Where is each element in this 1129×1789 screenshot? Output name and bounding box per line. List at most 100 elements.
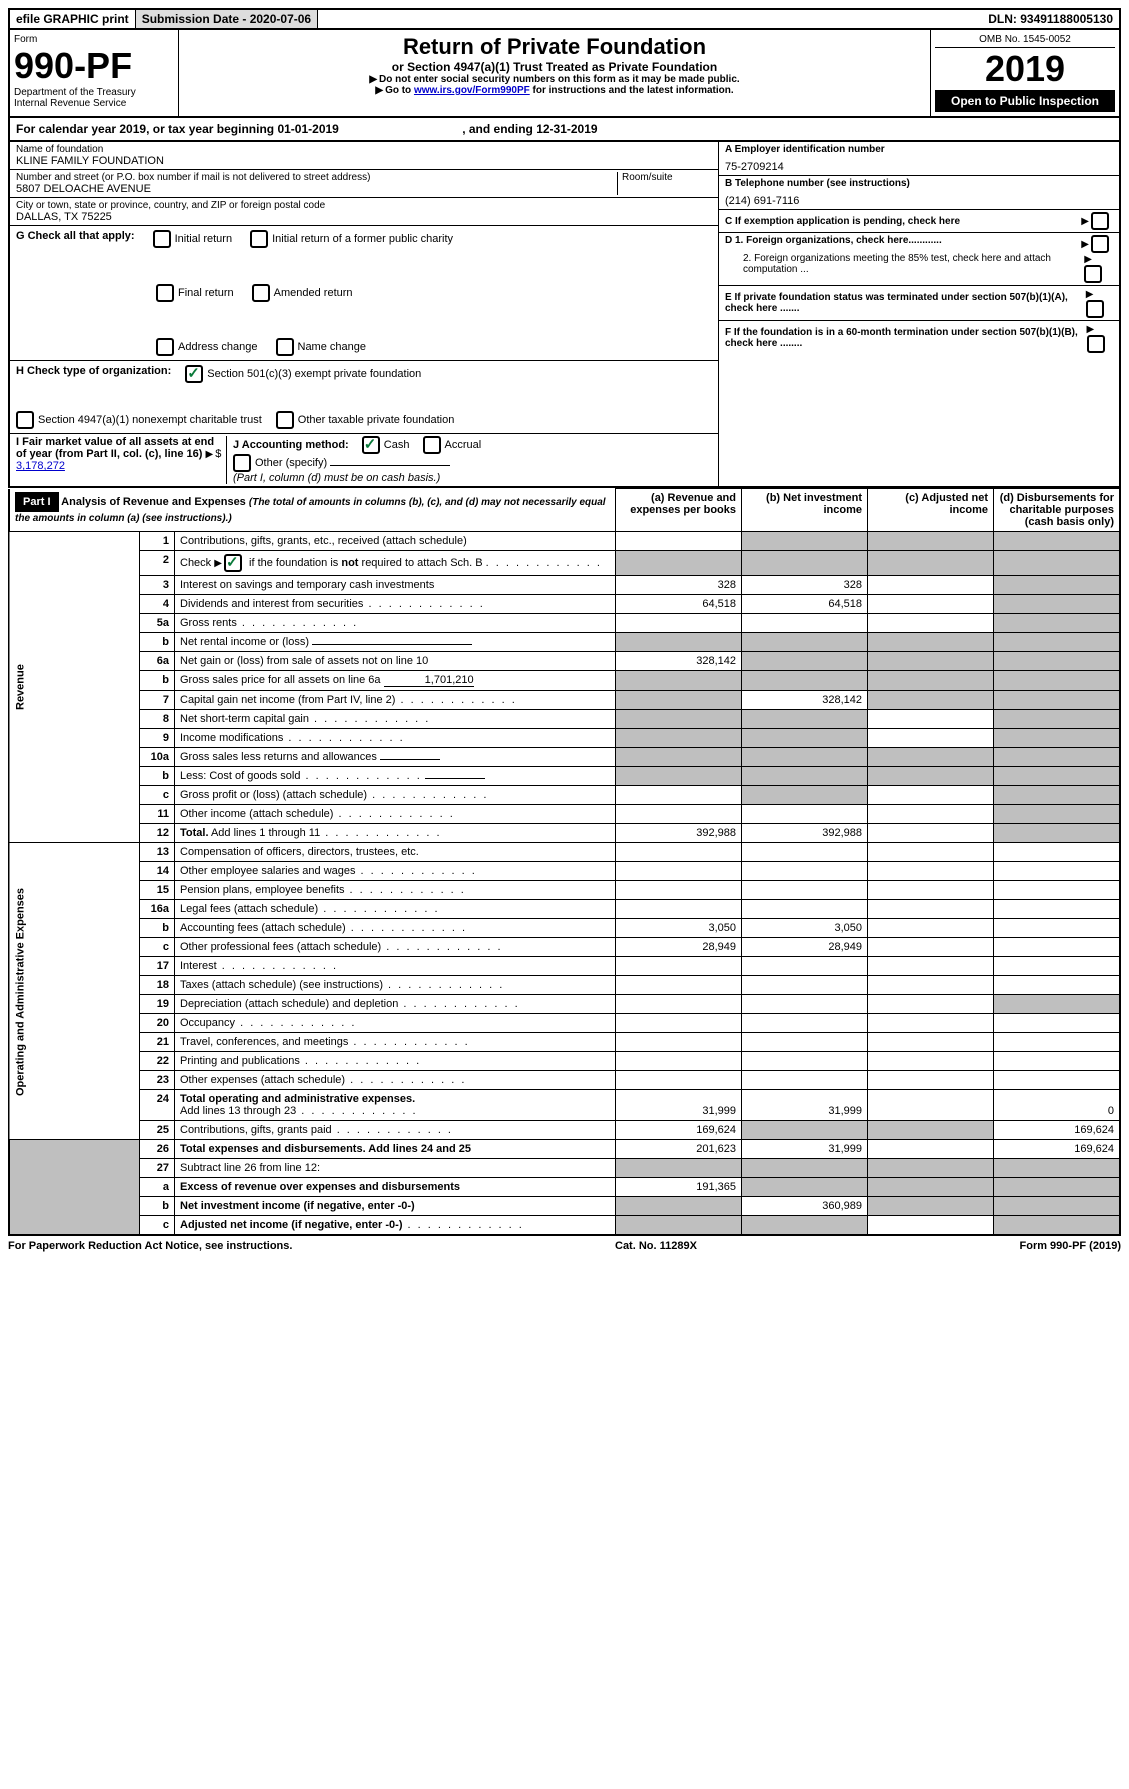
r6b-val: 1,701,210 — [384, 674, 474, 687]
r3-a: 328 — [616, 576, 742, 595]
page-footer: For Paperwork Reduction Act Notice, see … — [8, 1236, 1121, 1252]
name-change-checkbox[interactable] — [276, 338, 294, 356]
r26-b: 31,999 — [742, 1140, 868, 1159]
footer-mid: Cat. No. 11289X — [615, 1240, 697, 1252]
r14: Other employee salaries and wages — [180, 865, 355, 877]
c-checkbox[interactable] — [1091, 212, 1109, 230]
r27c: Adjusted net income (if negative, enter … — [180, 1219, 402, 1231]
cal-end: 12-31-2019 — [536, 122, 597, 136]
r25-d: 169,624 — [994, 1121, 1121, 1140]
r25-a: 169,624 — [616, 1121, 742, 1140]
initial-return-checkbox[interactable] — [153, 230, 171, 248]
foundation-name: KLINE FAMILY FOUNDATION — [16, 155, 712, 167]
r19: Depreciation (attach schedule) and deple… — [180, 998, 398, 1010]
footer-left: For Paperwork Reduction Act Notice, see … — [8, 1240, 292, 1252]
arrow-icon — [369, 74, 379, 85]
cal-begin: 01-01-2019 — [277, 122, 338, 136]
other-taxable: Other taxable private foundation — [298, 414, 455, 426]
footer-right: Form 990-PF (2019) — [1020, 1240, 1121, 1252]
city: DALLAS, TX 75225 — [16, 211, 712, 223]
r24: Total operating and administrative expen… — [180, 1093, 610, 1105]
r3-b: 328 — [742, 576, 868, 595]
r10b: Less: Cost of goods sold — [180, 770, 300, 782]
form-header: Form 990-PF Department of the Treasury I… — [8, 30, 1121, 118]
r10c: Gross profit or (loss) (attach schedule) — [180, 789, 367, 801]
r13: Compensation of officers, directors, tru… — [175, 843, 616, 862]
h-label: H Check type of organization: — [16, 365, 171, 377]
fmv-value[interactable]: 3,178,272 — [16, 460, 65, 472]
r6b: Gross sales price for all assets on line… — [180, 674, 381, 686]
r9: Income modifications — [180, 732, 283, 744]
other-taxable-checkbox[interactable] — [276, 411, 294, 429]
arrow-icon — [1081, 238, 1091, 250]
r12-a: 392,988 — [616, 824, 742, 843]
r4-b: 64,518 — [742, 595, 868, 614]
r16b-a: 3,050 — [616, 919, 742, 938]
irs-link[interactable]: www.irs.gov/Form990PF — [414, 85, 530, 96]
r26-a: 201,623 — [616, 1140, 742, 1159]
col-c: (c) Adjusted net income — [868, 489, 994, 532]
r6a-a: 328,142 — [616, 652, 742, 671]
identity-block: Name of foundation KLINE FAMILY FOUNDATI… — [8, 142, 1121, 488]
omb: OMB No. 1545-0052 — [935, 34, 1115, 48]
final-return: Final return — [178, 287, 234, 299]
r7: Capital gain net income (from Part IV, l… — [180, 694, 395, 706]
r16b-b: 3,050 — [742, 919, 868, 938]
initial-former-checkbox[interactable] — [250, 230, 268, 248]
g-label: G Check all that apply: — [16, 230, 135, 242]
r12-b: 392,988 — [742, 824, 868, 843]
col-d: (d) Disbursements for charitable purpose… — [994, 489, 1121, 532]
r4-a: 64,518 — [616, 595, 742, 614]
note2-suffix: for instructions and the latest informat… — [530, 85, 734, 96]
schb-checkbox[interactable] — [224, 554, 242, 572]
amended-checkbox[interactable] — [252, 284, 270, 302]
r24b: Add lines 13 through 23 — [180, 1105, 296, 1117]
arrow-icon — [1081, 215, 1091, 227]
dept-treasury: Department of the Treasury — [14, 87, 174, 98]
other-method-checkbox[interactable] — [233, 454, 251, 472]
501c3-checkbox[interactable] — [185, 365, 203, 383]
e-checkbox[interactable] — [1086, 300, 1104, 318]
arrow-icon — [206, 448, 216, 460]
cash-checkbox[interactable] — [362, 436, 380, 454]
name-change: Name change — [298, 341, 367, 353]
final-return-checkbox[interactable] — [156, 284, 174, 302]
tax-year: 2019 — [935, 48, 1115, 90]
f-checkbox[interactable] — [1087, 335, 1105, 353]
form-label: Form — [14, 34, 174, 45]
r21: Travel, conferences, and meetings — [180, 1036, 348, 1048]
r27a-a: 191,365 — [616, 1178, 742, 1197]
irs: Internal Revenue Service — [14, 98, 174, 109]
r6a: Net gain or (loss) from sale of assets n… — [175, 652, 616, 671]
part1-label: Part I — [15, 492, 59, 512]
accrual-checkbox[interactable] — [423, 436, 441, 454]
r23: Other expenses (attach schedule) — [180, 1074, 345, 1086]
4947-checkbox[interactable] — [16, 411, 34, 429]
expenses-section-label: Operating and Administrative Expenses — [9, 843, 140, 1140]
initial-return: Initial return — [175, 233, 232, 245]
r24-d: 0 — [994, 1090, 1121, 1121]
f-label: F If the foundation is in a 60-month ter… — [725, 327, 1087, 349]
r18: Taxes (attach schedule) (see instruction… — [180, 979, 383, 991]
part1-title: Analysis of Revenue and Expenses — [61, 496, 246, 508]
r27a: Excess of revenue over expenses and disb… — [175, 1178, 616, 1197]
phone-label: B Telephone number (see instructions) — [725, 178, 1113, 189]
r8: Net short-term capital gain — [180, 713, 309, 725]
d1-checkbox[interactable] — [1091, 235, 1109, 253]
r16a: Legal fees (attach schedule) — [180, 903, 318, 915]
arrow-icon — [1086, 288, 1096, 300]
accrual: Accrual — [445, 439, 482, 451]
r5a: Gross rents — [180, 617, 237, 629]
efile-label: efile GRAPHIC print — [10, 10, 136, 28]
4947: Section 4947(a)(1) nonexempt charitable … — [38, 414, 262, 426]
j-note: (Part I, column (d) must be on cash basi… — [233, 472, 712, 484]
part1-table: Part I Analysis of Revenue and Expenses … — [8, 488, 1121, 1236]
phone: (214) 691-7116 — [725, 189, 1113, 207]
e-label: E If private foundation status was termi… — [725, 292, 1086, 314]
note2-prefix: Go to — [385, 85, 414, 96]
addr-change-checkbox[interactable] — [156, 338, 174, 356]
d2-checkbox[interactable] — [1084, 265, 1102, 283]
r24-a: 31,999 — [616, 1090, 742, 1121]
r24-b: 31,999 — [742, 1090, 868, 1121]
r27: Subtract line 26 from line 12: — [175, 1159, 616, 1178]
